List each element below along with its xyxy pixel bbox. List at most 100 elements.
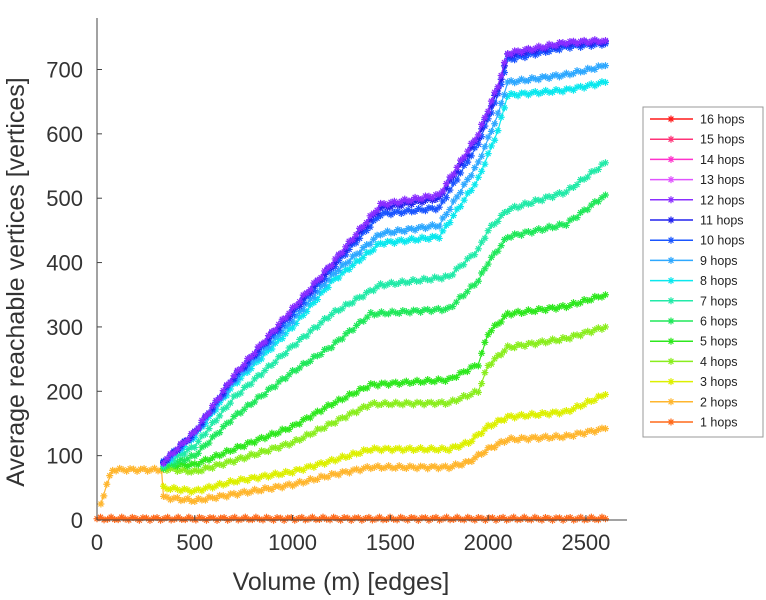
data-marker: [441, 400, 449, 408]
data-marker: [552, 408, 560, 416]
data-marker: [345, 327, 353, 335]
data-marker: [285, 344, 293, 352]
data-marker: [401, 238, 409, 246]
data-marker: [363, 313, 371, 321]
data-marker: [484, 133, 492, 141]
data-marker: [254, 450, 262, 458]
data-marker: [391, 281, 399, 289]
data-marker: [528, 199, 536, 207]
data-marker: [446, 173, 454, 181]
data-marker: [282, 314, 290, 322]
data-marker: [467, 363, 475, 371]
data-marker: [569, 37, 577, 45]
data-marker: [340, 514, 348, 522]
data-marker: [467, 187, 475, 195]
data-marker: [500, 438, 508, 446]
data-marker: [497, 351, 505, 359]
data-marker: [439, 515, 447, 523]
data-marker: [423, 276, 431, 284]
data-marker: [598, 37, 606, 45]
data-marker: [569, 299, 577, 307]
data-marker: [380, 229, 388, 237]
data-marker: [258, 371, 266, 379]
data-marker: [573, 429, 581, 437]
data-marker: [271, 430, 279, 438]
data-marker: [303, 308, 311, 316]
data-marker: [497, 113, 505, 121]
data-marker: [601, 291, 609, 299]
data-marker: [360, 446, 368, 454]
data-marker: [296, 477, 304, 485]
data-marker: [335, 307, 343, 315]
data-marker: [184, 455, 192, 463]
data-marker: [458, 441, 466, 449]
data-marker: [170, 483, 178, 491]
data-marker: [255, 515, 263, 523]
data-marker: [194, 495, 202, 503]
data-marker: [377, 379, 385, 387]
data-marker: [345, 245, 353, 253]
data-marker: [478, 514, 486, 522]
data-marker: [488, 514, 496, 522]
data-marker: [147, 466, 155, 474]
data-marker: [219, 387, 227, 395]
data-marker: [545, 75, 553, 83]
data-marker: [555, 46, 563, 54]
data-marker: [216, 479, 224, 487]
data-marker: [258, 472, 266, 480]
data-marker: [591, 396, 599, 404]
data-marker: [112, 467, 120, 475]
data-marker: [198, 458, 206, 466]
data-marker: [487, 422, 495, 430]
data-marker: [349, 299, 357, 307]
data-marker: [507, 412, 515, 420]
data-marker: [549, 88, 557, 96]
legend-item: 15 hops: [650, 133, 744, 147]
data-marker: [504, 54, 512, 62]
data-marker: [491, 220, 499, 228]
data-marker: [212, 482, 220, 490]
data-marker: [398, 277, 406, 285]
data-marker: [377, 231, 385, 239]
data-marker: [555, 337, 563, 345]
data-marker: [535, 90, 543, 98]
data-marker: [541, 513, 549, 521]
data-marker: [404, 197, 412, 205]
data-marker: [338, 269, 346, 277]
data-marker: [408, 225, 416, 233]
data-marker: [191, 486, 199, 494]
data-marker: [187, 488, 195, 496]
data-marker: [335, 274, 343, 282]
data-marker: [491, 120, 499, 128]
data-marker: [491, 249, 499, 257]
data-marker: [338, 305, 346, 313]
y-tick-label: 0: [71, 508, 83, 533]
data-marker: [223, 419, 231, 427]
data-marker: [432, 206, 440, 214]
data-marker: [494, 320, 502, 328]
data-marker: [591, 198, 599, 206]
data-marker: [411, 207, 419, 215]
data-marker: [428, 194, 436, 202]
data-marker: [415, 224, 423, 232]
data-marker: [299, 291, 307, 299]
y-tick-label: 600: [46, 122, 83, 147]
data-marker: [587, 65, 595, 73]
data-marker: [268, 345, 276, 353]
data-marker: [258, 433, 266, 441]
data-marker: [594, 324, 602, 332]
data-marker: [402, 445, 410, 453]
data-marker: [251, 473, 259, 481]
data-marker: [97, 513, 105, 521]
data-marker: [139, 514, 147, 522]
data-marker: [511, 436, 519, 444]
data-marker: [310, 352, 318, 360]
data-marker: [299, 466, 307, 474]
data-marker: [507, 89, 515, 97]
data-marker: [420, 463, 428, 471]
data-marker: [552, 191, 560, 199]
data-marker: [421, 234, 429, 242]
data-marker: [317, 425, 325, 433]
data-marker: [573, 181, 581, 189]
data-marker: [415, 205, 423, 213]
